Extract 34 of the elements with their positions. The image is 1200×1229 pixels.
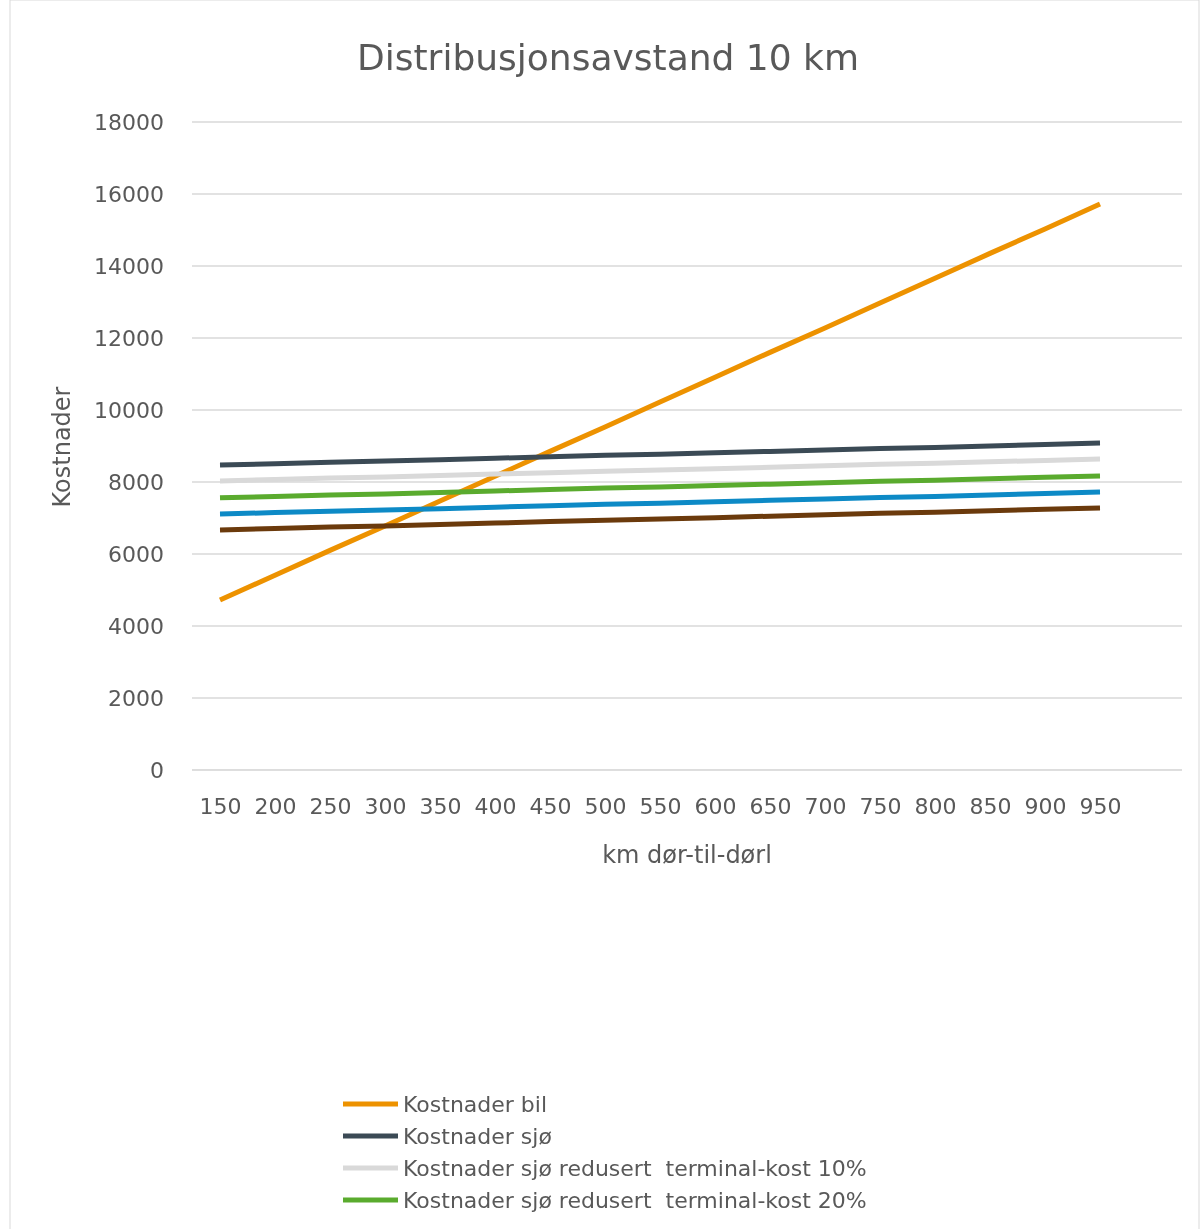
y-tick-label: 4000 [108,613,164,639]
y-tick-label: 12000 [94,325,164,351]
x-tick-label: 900 [1024,793,1067,819]
chart-title: Distribusjonsavstand 10 km [357,37,859,78]
y-tick-label: 6000 [108,541,164,567]
y-tick-label: 8000 [108,469,164,495]
x-tick-label: 250 [309,793,352,819]
legend-label: Kostnader sjø [403,1124,552,1149]
x-tick-label: 450 [529,793,572,819]
y-tick-label: 0 [150,757,164,783]
y-tick-label: 10000 [94,397,164,423]
x-axis-title: km dør-til-dørl [602,841,772,869]
x-tick-label: 200 [254,793,297,819]
y-tick-label: 2000 [108,685,164,711]
legend-label: Kostnader bil [403,1092,548,1117]
y-tick-label: 18000 [94,109,164,135]
x-tick-label: 700 [804,793,847,819]
x-tick-label: 750 [859,793,902,819]
legend-label: Kostnader sjø redusert terminal-kost 10% [403,1156,867,1181]
x-tick-label: 650 [749,793,792,819]
x-tick-label: 800 [914,793,957,819]
y-tick-label: 16000 [94,181,164,207]
x-tick-label: 600 [694,793,737,819]
legend-label: Kostnader sjø redusert terminal-kost 20% [403,1188,867,1213]
x-tick-label: 400 [474,793,517,819]
x-tick-label: 150 [199,793,242,819]
x-tick-label: 350 [419,793,462,819]
y-axis-title: Kostnader [48,386,76,508]
x-tick-label: 550 [639,793,682,819]
x-tick-label: 500 [584,793,627,819]
x-tick-label: 300 [364,793,407,819]
y-tick-label: 14000 [94,253,164,279]
x-tick-label: 850 [969,793,1012,819]
x-tick-label: 950 [1079,793,1122,819]
